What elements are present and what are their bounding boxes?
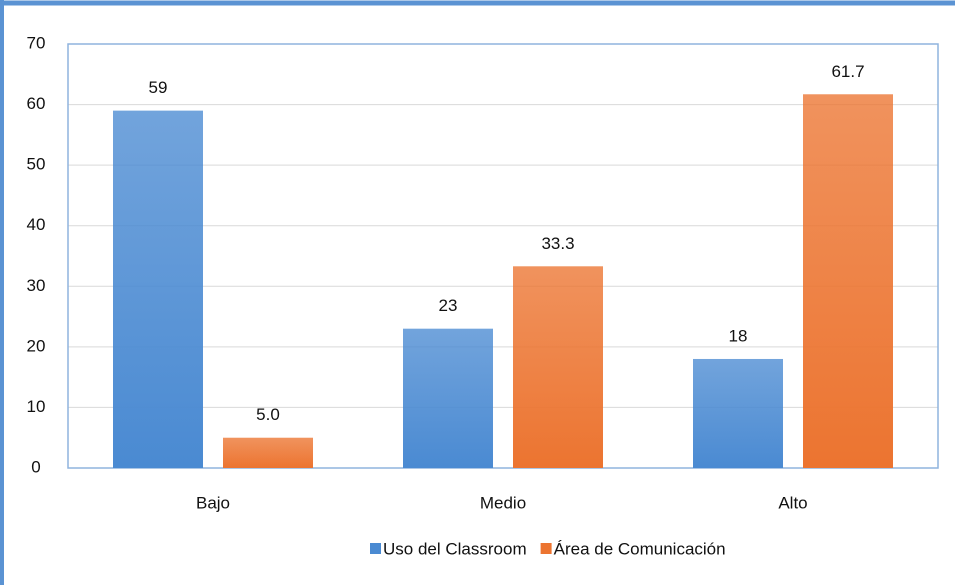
bar	[513, 266, 603, 468]
legend-label: Área de Comunicación	[554, 539, 726, 558]
x-tick-label: Alto	[778, 493, 807, 512]
data-label: 33.3	[541, 234, 574, 253]
legend-label: Uso del Classroom	[383, 539, 527, 558]
y-tick-label: 0	[31, 457, 40, 476]
plot-border	[67, 43, 939, 469]
y-tick-label: 40	[27, 215, 46, 234]
bar	[223, 437, 313, 468]
bar	[403, 328, 493, 468]
data-label: 5.0	[256, 405, 280, 424]
legend-swatch	[540, 543, 552, 554]
data-label: 23	[439, 296, 458, 315]
x-tick-label: Bajo	[196, 493, 230, 512]
data-label: 59	[149, 78, 168, 97]
bar	[803, 94, 893, 468]
x-tick-label: Medio	[480, 493, 526, 512]
legend-swatch	[370, 543, 381, 554]
bar	[113, 110, 203, 468]
y-tick-label: 30	[27, 276, 46, 295]
y-tick-label: 70	[27, 33, 46, 52]
data-label: 61.7	[831, 62, 864, 81]
y-tick-label: 20	[27, 336, 46, 355]
bar	[693, 358, 783, 468]
y-tick-label: 10	[27, 397, 46, 416]
y-tick-label: 50	[27, 155, 46, 174]
y-tick-label: 60	[27, 94, 46, 113]
data-label: 18	[729, 326, 748, 345]
